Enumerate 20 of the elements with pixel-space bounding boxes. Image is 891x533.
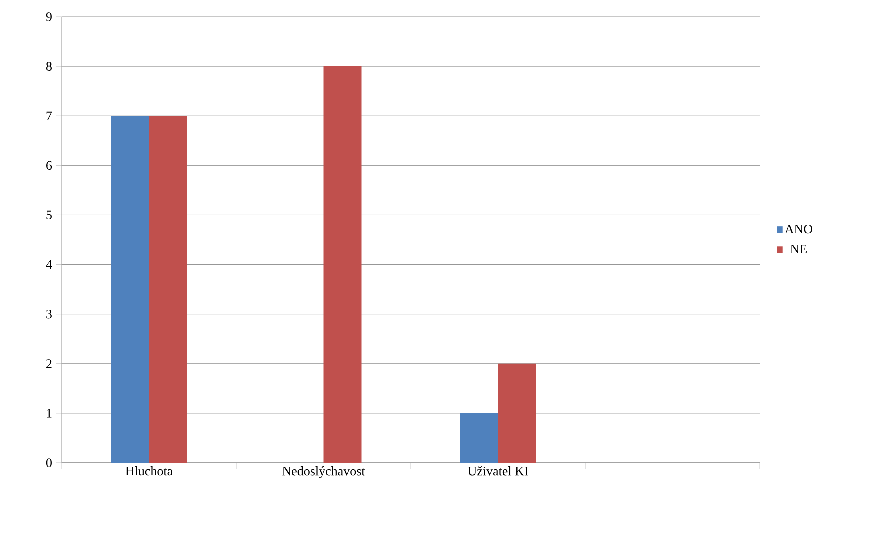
legend-label: ANO xyxy=(784,224,812,234)
bar xyxy=(498,364,536,463)
bar xyxy=(324,66,362,463)
y-tick-label: 0 xyxy=(46,458,52,468)
bar xyxy=(111,116,150,463)
x-tick-label: Nedoslýchavost xyxy=(282,466,366,478)
y-tick-label: 8 xyxy=(46,62,52,71)
y-tick-label: 9 xyxy=(46,12,52,22)
bar xyxy=(149,116,188,463)
x-tick-label: Uživatel KI xyxy=(468,466,528,476)
y-tick-label: 2 xyxy=(46,360,52,368)
y-tick-label: 6 xyxy=(46,161,52,170)
y-tick-label: 5 xyxy=(46,210,52,220)
y-tick-label: 7 xyxy=(46,112,52,120)
x-tick-label: Hluchota xyxy=(126,466,173,476)
legend-label: NE xyxy=(790,245,807,254)
y-tick-label: 3 xyxy=(46,310,52,319)
y-tick-label: 4 xyxy=(46,260,52,270)
bar xyxy=(460,413,498,463)
y-tick-label: 1 xyxy=(47,409,52,418)
